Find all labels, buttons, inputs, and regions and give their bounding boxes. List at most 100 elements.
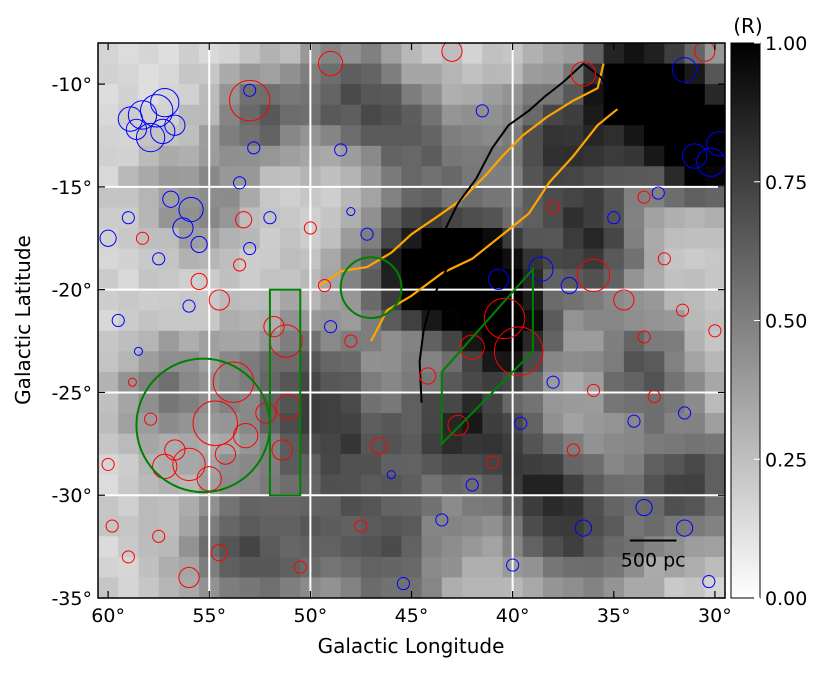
heatmap-cell [684, 186, 706, 209]
heatmap-cell [280, 145, 301, 167]
red-source-circle [694, 43, 716, 62]
heatmap-cell [441, 125, 463, 147]
heatmap-cell [441, 248, 463, 270]
heatmap-cell [583, 84, 605, 106]
heatmap-cell [360, 454, 382, 476]
blue-source-circle [243, 83, 257, 97]
heatmap-cell [280, 186, 301, 209]
heatmap-cell [603, 63, 625, 85]
heatmap-cell [421, 186, 443, 209]
heatmap-cell [320, 515, 342, 537]
heatmap-cell [441, 515, 463, 537]
heatmap-cell [704, 392, 725, 414]
heatmap-cell [482, 454, 504, 476]
heatmap-cell [259, 495, 281, 517]
heatmap-cell [644, 536, 665, 558]
heatmap-cell [603, 186, 625, 209]
heatmap-cell [482, 536, 504, 558]
heatmap-cell [623, 84, 645, 106]
heatmap-cell [543, 330, 564, 352]
heatmap-cell [462, 63, 483, 85]
heatmap-cell [603, 330, 625, 352]
heatmap-cell [239, 186, 261, 209]
heatmap-cell [98, 125, 119, 147]
heatmap-cell [664, 351, 686, 373]
heatmap-cell [158, 371, 180, 394]
heatmap-cell [259, 63, 281, 85]
blue-source-circle [233, 176, 247, 190]
heatmap-cell [381, 330, 402, 352]
blue-source-circle [247, 141, 261, 155]
heatmap-cell [664, 145, 686, 167]
heatmap-cell [178, 228, 200, 250]
heatmap-cell [219, 474, 241, 496]
heatmap-cell [320, 63, 342, 85]
red-source-circle [317, 50, 344, 77]
heatmap-cell [158, 495, 180, 517]
heatmap-cell [178, 454, 200, 476]
heatmap-cell [704, 495, 725, 517]
heatmap-cell [98, 556, 119, 579]
heatmap-cell [462, 330, 483, 352]
heatmap-cell [340, 515, 362, 537]
heatmap-cell [280, 84, 301, 106]
heatmap-cell [603, 84, 625, 106]
heatmap-cell [178, 310, 200, 332]
heatmap-cell [158, 392, 180, 414]
heatmap-cell [563, 186, 584, 209]
heatmap-cell [98, 454, 119, 476]
blue-source-circle [360, 227, 374, 241]
heatmap-cell [340, 413, 362, 435]
heatmap-cell [158, 556, 180, 579]
heatmap-cell [664, 433, 686, 455]
heatmap-cell [118, 84, 139, 106]
heatmap-cell [704, 228, 725, 250]
heatmap-cell [421, 392, 443, 414]
heatmap-cell [421, 330, 443, 352]
red-source-circle [190, 272, 208, 291]
heatmap-cell [462, 104, 483, 126]
heatmap-cell [280, 43, 301, 65]
red-source-circle [317, 278, 332, 293]
heatmap-cell [158, 84, 180, 106]
heatmap-cell [401, 392, 423, 414]
heatmap-cell [704, 310, 725, 332]
heatmap-cell [239, 63, 261, 85]
heatmap-cell [401, 248, 423, 270]
heatmap-cell [583, 495, 605, 517]
heatmap-cell [522, 413, 544, 435]
heatmap-cell [563, 269, 584, 291]
x-tick-label: 40° [496, 605, 530, 627]
heatmap-cell [118, 289, 139, 311]
heatmap-cell [664, 536, 686, 558]
heatmap-cell [178, 84, 200, 106]
heatmap-cell [138, 371, 160, 394]
heatmap-cell [482, 556, 504, 579]
heatmap-cell [644, 310, 665, 332]
heatmap-cell [340, 186, 362, 209]
heatmap-cell [340, 536, 362, 558]
heatmap-cell [280, 536, 301, 558]
heatmap-cell [462, 433, 483, 455]
heatmap-cell [623, 351, 645, 373]
heatmap-cell [340, 248, 362, 270]
heatmap-cell [684, 474, 706, 496]
heatmap-cell [664, 495, 686, 517]
heatmap-cell [340, 63, 362, 85]
heatmap-cell [178, 515, 200, 537]
heatmap-cell [138, 577, 160, 598]
red-source-circle [637, 330, 651, 344]
heatmap-cell [522, 63, 544, 85]
heatmap-cell [684, 495, 706, 517]
heatmap-cell [340, 474, 362, 496]
heatmap-cell [360, 515, 382, 537]
heatmap-cell [320, 351, 342, 373]
heatmap-cell [118, 556, 139, 579]
heatmap-cell [118, 207, 139, 229]
heatmap-cell [219, 433, 241, 455]
red-source-circle [263, 316, 285, 338]
heatmap-cell [178, 207, 200, 229]
heatmap-cell [664, 371, 686, 394]
heatmap-cell [664, 186, 686, 209]
heatmap-cell [219, 515, 241, 537]
